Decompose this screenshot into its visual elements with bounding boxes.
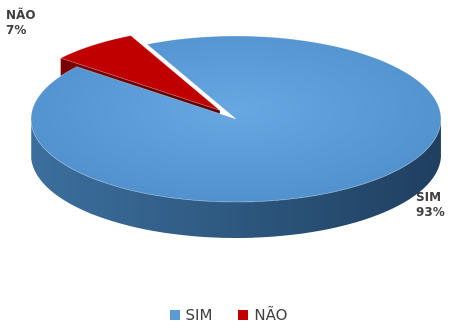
data-label-nao-name: NÃO (6, 8, 36, 22)
legend-swatch-sim (169, 310, 180, 320)
data-label-sim-name: SIM (416, 190, 442, 204)
data-label-sim-percent: 93% (416, 205, 445, 219)
slice-nao (59, 35, 221, 111)
legend-swatch-nao (238, 310, 249, 320)
slice-sim-side (31, 121, 441, 238)
legend-item-nao: NÃO (238, 306, 287, 324)
pie-chart (30, 35, 442, 238)
data-label-nao: NÃO 7% (6, 8, 36, 38)
slice-sim (30, 35, 442, 203)
legend: SIM NÃO (0, 306, 457, 324)
data-label-nao-percent: 7% (6, 23, 27, 37)
legend-item-sim: SIM (169, 306, 213, 324)
data-label-sim: SIM 93% (416, 190, 445, 220)
legend-label-nao: NÃO (254, 306, 288, 324)
legend-label-sim: SIM (185, 306, 213, 324)
